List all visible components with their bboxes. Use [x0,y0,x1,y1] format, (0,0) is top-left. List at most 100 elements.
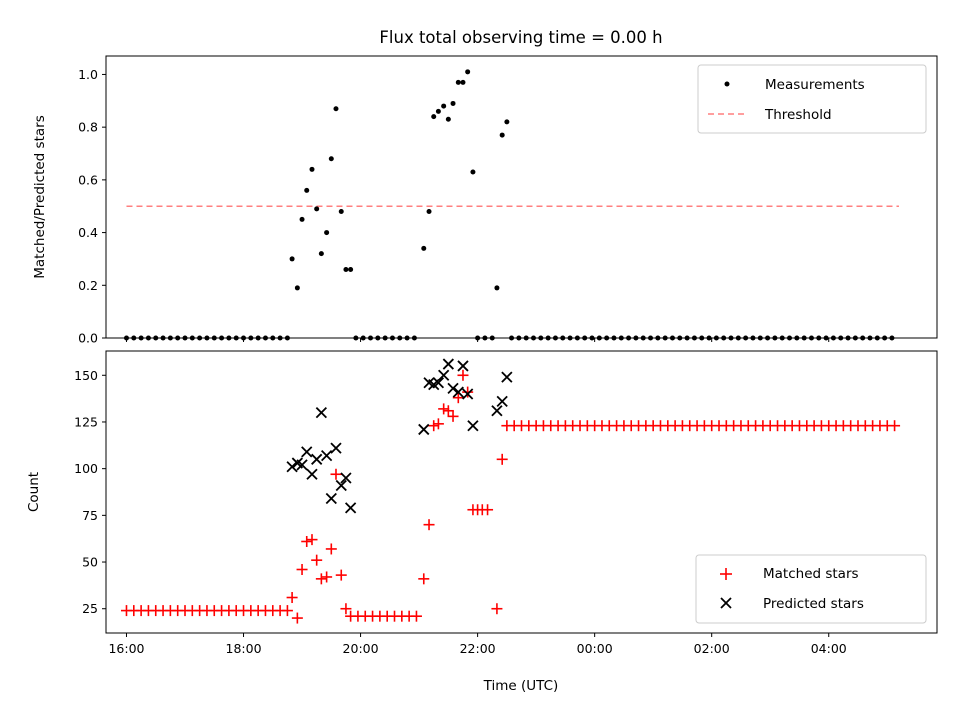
measurement-point [509,335,515,341]
xtick-label: 22:00 [460,641,496,656]
predicted-star-point [418,423,430,436]
xtick-label: 16:00 [108,641,144,656]
legend-measurements-marker [724,81,730,87]
matched-star-point [442,405,454,417]
measurement-point [794,335,800,341]
measurement-point [262,335,268,341]
predicted-star-point [325,492,337,505]
top-ytick-label: 0.2 [78,278,98,293]
measurement-point [160,335,166,341]
matched-star-point [410,610,422,622]
measurement-point [530,335,536,341]
measurement-point [889,335,895,341]
predicted-star-point [296,459,308,471]
bottom-plot: 25 50 75 100 125 150 16:00 18:00 20:00 22:00 00:00… [26,350,938,694]
xtick-label: 02:00 [694,641,730,656]
measurement-point [860,335,866,341]
measurement-point [618,335,624,341]
predicted-star-point [467,420,479,432]
measurement-point [830,335,836,341]
measurement-point [131,335,137,341]
matched-star-point [418,573,430,585]
measurement-point [560,335,566,341]
measurement-point [713,335,719,341]
matched-star-point [301,535,313,547]
measurement-point [226,335,232,341]
matched-star-point [496,453,508,465]
top-ytick-label: 1.0 [78,67,98,82]
measurement-point [489,335,495,341]
measurement-point [684,335,690,341]
measurement-point [750,335,756,341]
legend-predicted-label: Predicted stars [763,596,864,612]
bottom-ytick-label: 125 [74,414,98,429]
measurement-point [375,335,381,341]
measurement-point [248,335,254,341]
measurement-point [669,335,675,341]
predicted-star-point [306,468,318,480]
measurement-point [431,114,437,120]
xtick-label: 18:00 [226,641,262,656]
measurement-point [523,335,529,341]
measurement-point [284,335,290,341]
measurement-point [441,103,447,109]
measurement-point [328,156,334,162]
matched-star-point [330,468,342,480]
measurement-point [772,335,778,341]
measurement-point [167,335,173,341]
measurement-point [270,335,276,341]
measurement-point [499,132,505,138]
matched-star-point [447,410,459,422]
measurement-point [389,335,395,341]
matched-star-point [491,603,503,615]
legend-matched-label: Matched stars [763,566,859,582]
matched-star-point [462,386,474,398]
measurement-point [823,335,829,341]
matched-star-point [291,612,303,624]
measurement-point [470,169,476,175]
measurement-point [233,335,239,341]
measurement-point [197,335,203,341]
measurement-point [633,335,639,341]
measurement-point [567,335,573,341]
measurement-point [845,335,851,341]
measurement-point [604,335,610,341]
matched-star-point [286,592,298,604]
matched-star-point [438,403,450,415]
bottom-ytick-label: 100 [74,461,98,476]
measurement-point [626,335,632,341]
measurement-point [382,335,388,341]
measurement-point [348,266,354,272]
top-ytick-label: 0.8 [78,120,98,135]
top-plot-frame [105,55,938,339]
measurement-point [475,335,481,341]
measurement-point [294,285,300,291]
xlabel: Time (UTC) [483,678,559,694]
measurement-point [765,335,771,341]
measurement-point [691,335,697,341]
measurement-point [138,335,144,341]
measurement-point [145,335,151,341]
predicted-star-point [462,388,474,400]
matched-star-point [311,554,323,566]
measurement-point [552,335,558,341]
measurement-point [589,335,595,341]
measurement-point [435,108,441,114]
legend-matched-marker [720,568,732,580]
legend-threshold-label: Threshold [764,107,832,123]
predicted-star-point [340,472,352,484]
measurement-point [289,256,295,262]
measurement-point [211,335,217,341]
matched-star-point [296,564,308,576]
measurement-point [582,335,588,341]
measurement-point [445,116,451,122]
predicted-star-point [311,453,323,465]
measurement-point [721,335,727,341]
measurement-point [494,285,500,291]
measurement-point [743,335,749,341]
legend-measurements-label: Measurements [765,77,865,93]
measurement-point [324,230,330,236]
top-ytick-label: 0.6 [78,172,98,187]
top-legend: Measurements Threshold [697,64,927,134]
measurement-point [516,335,522,341]
